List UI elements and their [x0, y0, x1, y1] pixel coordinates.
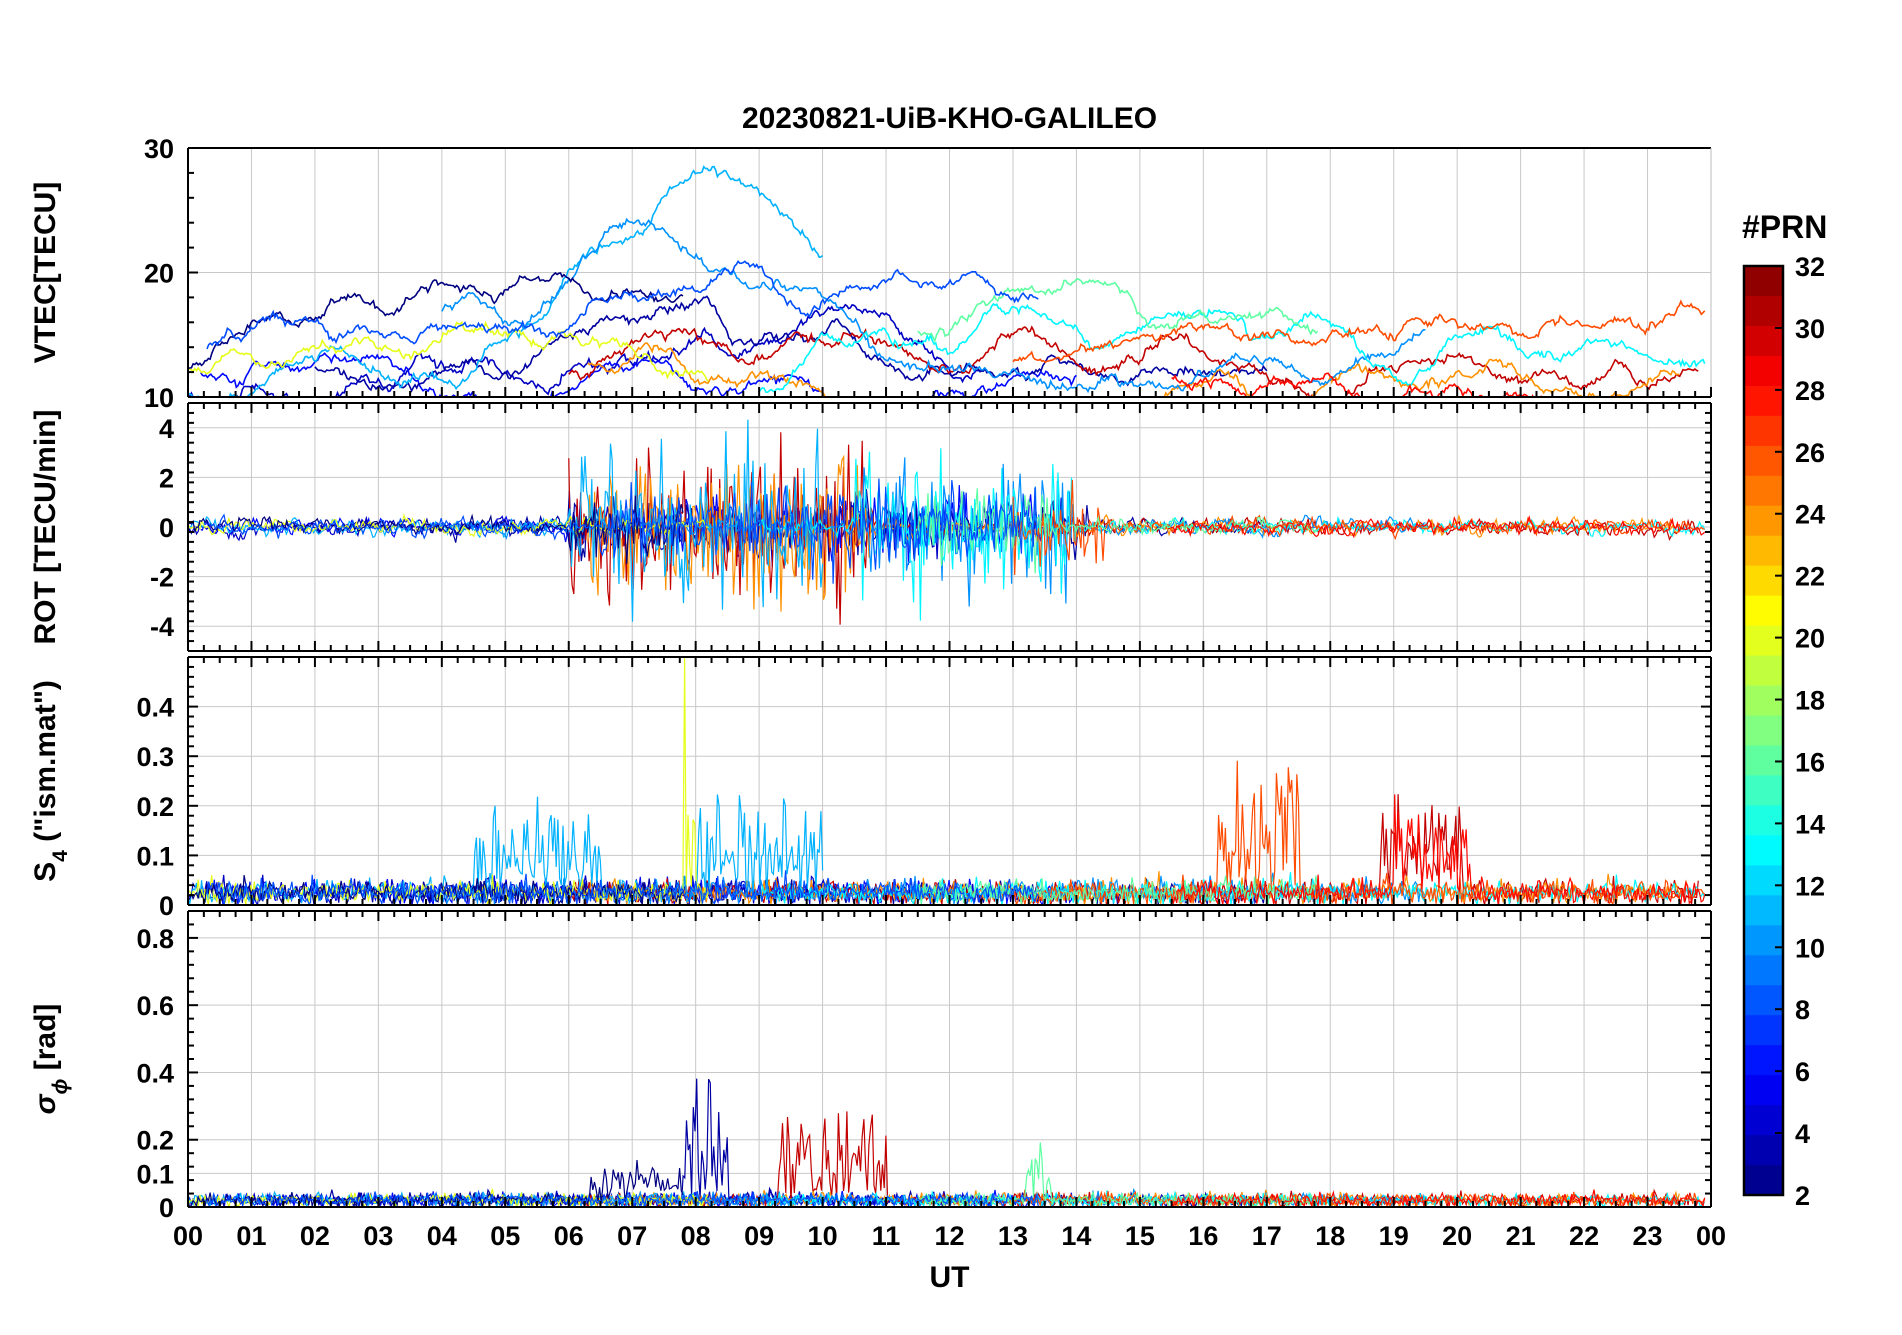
svg-text:18: 18 — [1795, 686, 1825, 716]
svg-text:0.1: 0.1 — [136, 841, 174, 871]
svg-text:0: 0 — [159, 513, 174, 543]
svg-text:01: 01 — [236, 1221, 266, 1251]
svg-text:0: 0 — [159, 1193, 174, 1223]
svg-text:-2: -2 — [150, 563, 174, 593]
svg-text:18: 18 — [1315, 1221, 1345, 1251]
svg-text:20: 20 — [1795, 624, 1825, 654]
svg-text:10: 10 — [1795, 933, 1825, 963]
svg-text:00: 00 — [1696, 1221, 1726, 1251]
svg-text:0.4: 0.4 — [136, 1058, 174, 1088]
svg-text:04: 04 — [427, 1221, 457, 1251]
svg-text:0.3: 0.3 — [136, 742, 174, 772]
svg-text:13: 13 — [998, 1221, 1028, 1251]
svg-text:0.1: 0.1 — [136, 1159, 174, 1189]
svg-text:03: 03 — [363, 1221, 393, 1251]
svg-text:24: 24 — [1795, 500, 1825, 530]
svg-text:20230821-UiB-KHO-GALILEO: 20230821-UiB-KHO-GALILEO — [742, 102, 1157, 135]
svg-text:UT: UT — [930, 1261, 970, 1294]
svg-text:05: 05 — [490, 1221, 520, 1251]
svg-text:08: 08 — [681, 1221, 711, 1251]
svg-text:10: 10 — [808, 1221, 838, 1251]
svg-text:16: 16 — [1795, 747, 1825, 777]
svg-text:16: 16 — [1188, 1221, 1218, 1251]
svg-text:26: 26 — [1795, 438, 1825, 468]
svg-text:00: 00 — [173, 1221, 203, 1251]
svg-text:VTEC[TECU]: VTEC[TECU] — [29, 182, 62, 364]
svg-text:21: 21 — [1506, 1221, 1536, 1251]
svg-text:23: 23 — [1633, 1221, 1663, 1251]
svg-text:14: 14 — [1795, 809, 1825, 839]
svg-text:#PRN: #PRN — [1742, 209, 1827, 245]
svg-text:11: 11 — [872, 1221, 901, 1251]
svg-text:32: 32 — [1795, 252, 1825, 282]
svg-text:12: 12 — [934, 1221, 964, 1251]
svg-text:30: 30 — [1795, 314, 1825, 344]
svg-text:0.2: 0.2 — [136, 1126, 174, 1156]
svg-text:12: 12 — [1795, 871, 1825, 901]
svg-text:20: 20 — [144, 259, 174, 289]
svg-text:0: 0 — [159, 891, 174, 921]
svg-text:0.4: 0.4 — [136, 693, 174, 723]
svg-text:28: 28 — [1795, 376, 1825, 406]
svg-text:0.2: 0.2 — [136, 792, 174, 822]
svg-text:06: 06 — [554, 1221, 584, 1251]
svg-text:8: 8 — [1795, 995, 1810, 1025]
svg-text:17: 17 — [1252, 1221, 1282, 1251]
svg-text:0.6: 0.6 — [136, 991, 174, 1021]
svg-text:19: 19 — [1379, 1221, 1409, 1251]
svg-text:ROT [TECU/min]: ROT [TECU/min] — [29, 410, 62, 645]
svg-text:07: 07 — [617, 1221, 647, 1251]
svg-text:20: 20 — [1442, 1221, 1472, 1251]
svg-text:02: 02 — [300, 1221, 330, 1251]
svg-text:14: 14 — [1061, 1221, 1091, 1251]
svg-text:0.8: 0.8 — [136, 924, 174, 954]
svg-text:4: 4 — [159, 414, 174, 444]
svg-text:30: 30 — [144, 134, 174, 164]
svg-text:22: 22 — [1569, 1221, 1599, 1251]
svg-text:09: 09 — [744, 1221, 774, 1251]
svg-text:-4: -4 — [150, 612, 174, 642]
svg-text:2: 2 — [1795, 1181, 1810, 1211]
svg-text:2: 2 — [159, 463, 174, 493]
svg-text:15: 15 — [1125, 1221, 1155, 1251]
svg-text:4: 4 — [1795, 1119, 1810, 1149]
svg-text:22: 22 — [1795, 562, 1825, 592]
svg-text:10: 10 — [144, 383, 174, 413]
svg-text:6: 6 — [1795, 1057, 1810, 1087]
